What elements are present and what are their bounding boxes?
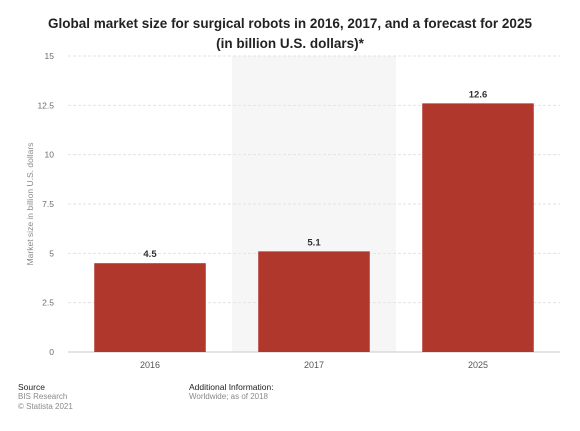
x-tick-label: 2025 xyxy=(468,360,488,370)
chart-title-line-2: (in billion U.S. dollars)* xyxy=(216,36,364,51)
chart-title-line-1: Global market size for surgical robots i… xyxy=(48,16,532,31)
y-tick-label: 10 xyxy=(45,150,55,160)
y-axis-label: Market size in billion U.S. dollars xyxy=(25,143,35,266)
x-tick-label: 2017 xyxy=(304,360,324,370)
y-tick-label: 0 xyxy=(49,347,54,357)
bar xyxy=(422,103,534,352)
additional-info-block: Additional Information: Worldwide; as of… xyxy=(189,382,274,402)
x-tick-label: 2016 xyxy=(140,360,160,370)
y-tick-label: 5 xyxy=(49,248,54,258)
y-tick-label: 7.5 xyxy=(42,199,54,209)
source-heading: Source xyxy=(18,382,45,392)
bar xyxy=(258,251,370,352)
chart-title: Global market size for surgical robots i… xyxy=(0,14,580,54)
copyright-text[interactable]: © Statista 2021 xyxy=(18,402,73,411)
y-tick-label: 12.5 xyxy=(37,100,54,110)
data-label: 5.1 xyxy=(307,237,321,248)
bar-chart: 0 2.5 5 7.5 10 12.5 15 Market size in billion U… xyxy=(25,51,560,370)
y-tick-label: 2.5 xyxy=(42,298,54,308)
y-tick-label: 15 xyxy=(45,51,55,61)
source-name[interactable]: BIS Research xyxy=(18,392,68,401)
data-label: 4.5 xyxy=(143,249,157,260)
bar xyxy=(94,263,206,352)
source-block: Source BIS Research © Statista 2021 xyxy=(18,382,73,412)
additional-info-text: Worldwide; as of 2018 xyxy=(189,392,269,401)
data-label: 12.6 xyxy=(469,89,488,100)
additional-info-heading: Additional Information: xyxy=(189,382,274,392)
